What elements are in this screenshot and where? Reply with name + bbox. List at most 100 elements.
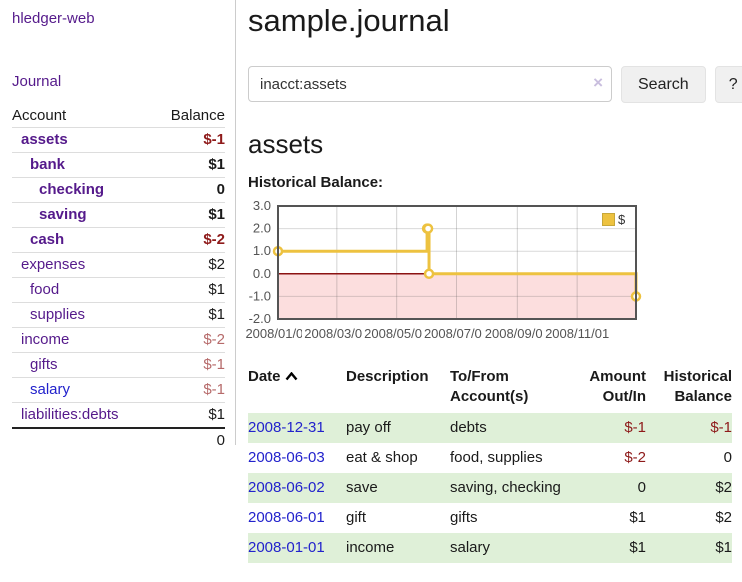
search-form: × Search ?	[248, 66, 742, 103]
register-accounts: salary	[450, 533, 582, 563]
x-axis-tick-label: 2008/07/01	[421, 326, 492, 341]
register-accounts: gifts	[450, 509, 478, 526]
svg-text:1.0: 1.0	[253, 243, 271, 258]
register-amount: $-2	[624, 449, 646, 466]
account-balance: $2	[153, 252, 225, 278]
search-button[interactable]: Search	[621, 66, 706, 103]
account-balance: $-2	[153, 327, 225, 353]
account-link[interactable]: income	[21, 331, 70, 348]
register-amount: $1	[582, 533, 646, 563]
account-row: food $1	[12, 277, 225, 303]
account-link[interactable]: saving	[39, 206, 87, 223]
register-accounts: debts	[450, 413, 582, 443]
register-amount: $1	[629, 509, 646, 526]
search-input[interactable]	[248, 66, 612, 102]
legend-swatch-icon	[602, 213, 615, 226]
account-link[interactable]: checking	[39, 181, 105, 198]
account-balance: $-1	[153, 377, 225, 403]
accounts-total-spacer	[12, 427, 154, 453]
account-balance: $1	[153, 402, 225, 428]
register-date-link[interactable]: 2008-06-02	[248, 479, 325, 496]
register-table: Date Description To/From Account(s) Amou…	[248, 363, 732, 563]
account-balance: $-2	[153, 227, 225, 253]
account-link[interactable]: salary	[30, 381, 71, 398]
account-heading: assets	[248, 129, 324, 159]
main-content: sample.journal × Search ? assets Histori…	[236, 0, 742, 573]
accounts-table: Account Balance assets $-1 bank $1 checking 0…	[12, 104, 225, 453]
register-header-date[interactable]: Date	[248, 363, 346, 413]
register-date-link[interactable]: 2008-06-03	[248, 449, 325, 466]
register-accounts: food, supplies	[450, 449, 543, 466]
account-link[interactable]: liabilities:debts	[21, 406, 119, 423]
register-amount: 0	[582, 473, 646, 503]
balance-chart-svg: 3.0 2.0 1.0 0.0 -1.0 -2.0	[249, 198, 642, 326]
register-header-accounts: To/From Account(s)	[450, 368, 529, 405]
register-amount: $-1	[582, 413, 646, 443]
accounts-total-row: 0	[12, 427, 225, 453]
register-table-body: 2008-12-31 pay off debts $-1 $-1 2008-06-03 ea…	[248, 413, 732, 563]
register-header-description: Description	[346, 368, 429, 385]
account-balance: 0	[153, 177, 225, 203]
clear-search-icon[interactable]: ×	[593, 73, 603, 92]
register-date-link[interactable]: 2008-12-31	[248, 419, 325, 436]
account-balance: $1	[153, 302, 225, 328]
register-balance: $2	[646, 473, 732, 503]
account-row: bank $1	[12, 152, 225, 178]
account-balance: $-1	[153, 352, 225, 378]
register-header-balance: Historical Balance	[663, 368, 732, 405]
register-description: eat & shop	[346, 449, 418, 466]
accounts-header-balance: Balance	[170, 107, 225, 124]
account-link[interactable]: bank	[30, 156, 66, 173]
account-row: supplies $1	[12, 302, 225, 328]
register-balance: $-1	[646, 413, 732, 443]
account-link[interactable]: supplies	[30, 306, 86, 323]
accounts-total-value: 0	[153, 427, 225, 453]
account-row: liabilities:debts $1	[12, 402, 225, 428]
x-axis-tick-label: 2008/11/01	[542, 326, 613, 341]
x-axis-tick-label: 2008/03/01	[301, 326, 372, 341]
app-title-link[interactable]: hledger-web	[12, 10, 95, 27]
page-title: sample.journal	[248, 3, 450, 38]
register-accounts: saving, checking	[450, 473, 582, 503]
sidebar-item-journal[interactable]: Journal	[12, 73, 62, 90]
account-row: checking 0	[12, 177, 225, 203]
register-description: save	[346, 473, 450, 503]
sort-ascending-icon	[285, 371, 297, 381]
register-header-amount: Amount Out/In	[589, 368, 646, 405]
account-row: income $-2	[12, 327, 225, 353]
register-row: 2008-06-02 save saving, checking 0 $2	[248, 473, 732, 503]
account-link[interactable]: gifts	[30, 356, 58, 373]
register-header-row: Date Description To/From Account(s) Amou…	[248, 363, 732, 413]
accounts-table-body: assets $-1 bank $1 checking 0 saving $1 cash $-2 e…	[12, 127, 225, 428]
register-description: income	[346, 533, 450, 563]
help-button[interactable]: ?	[714, 66, 742, 103]
register-date-link[interactable]: 2008-06-01	[248, 509, 325, 526]
account-row: assets $-1	[12, 127, 225, 153]
register-description: pay off	[346, 413, 450, 443]
svg-text:-1.0: -1.0	[249, 288, 271, 303]
x-axis-tick-label: 2008/05/01	[361, 326, 432, 341]
x-axis-tick-label: 2008/01/01	[243, 326, 313, 341]
register-description: gift	[346, 509, 367, 526]
register-row: 2008-12-31 pay off debts $-1 $-1	[248, 413, 732, 443]
account-link[interactable]: expenses	[21, 256, 86, 273]
register-row: 2008-01-01 income salary $1 $1	[248, 533, 732, 563]
register-balance: 0	[723, 449, 732, 466]
account-row: gifts $-1	[12, 352, 225, 378]
account-row: saving $1	[12, 202, 225, 228]
account-link[interactable]: assets	[21, 131, 68, 148]
register-balance: $1	[646, 533, 732, 563]
legend-label: $	[618, 212, 626, 227]
account-balance: $1	[153, 152, 225, 178]
account-balance: $1	[153, 277, 225, 303]
account-link[interactable]: cash	[30, 231, 65, 248]
account-balance: $-1	[153, 127, 225, 153]
account-row: salary $-1	[12, 377, 225, 403]
register-date-link[interactable]: 2008-01-01	[248, 539, 325, 556]
account-row: cash $-2	[12, 227, 225, 253]
account-balance: $1	[153, 202, 225, 228]
svg-text:-2.0: -2.0	[249, 311, 271, 326]
account-link[interactable]: food	[30, 281, 60, 298]
svg-text:2.0: 2.0	[253, 221, 271, 236]
